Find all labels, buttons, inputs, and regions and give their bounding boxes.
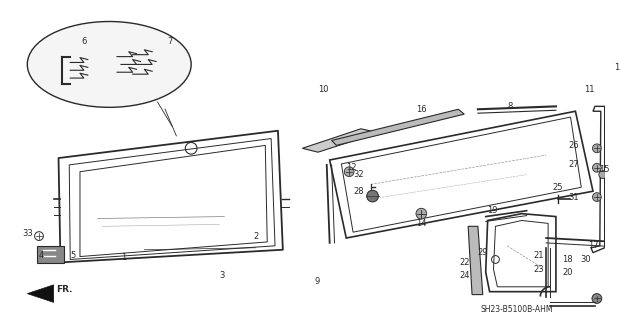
Text: 6: 6 bbox=[81, 36, 87, 45]
Text: 27: 27 bbox=[568, 160, 579, 169]
Circle shape bbox=[593, 144, 601, 153]
Text: 1: 1 bbox=[122, 253, 126, 262]
Text: 29: 29 bbox=[477, 248, 488, 257]
Text: 20: 20 bbox=[562, 268, 573, 277]
Text: 2: 2 bbox=[253, 232, 258, 241]
Text: 13: 13 bbox=[614, 63, 620, 72]
Text: 10: 10 bbox=[319, 85, 329, 94]
Text: 23: 23 bbox=[533, 265, 544, 274]
Ellipse shape bbox=[27, 21, 191, 107]
Text: 26: 26 bbox=[568, 141, 579, 150]
Text: 28: 28 bbox=[353, 187, 364, 196]
Text: SH23-B5100B-AHM: SH23-B5100B-AHM bbox=[480, 305, 553, 314]
Text: 9: 9 bbox=[314, 277, 319, 286]
Text: 4: 4 bbox=[38, 251, 43, 260]
Circle shape bbox=[416, 208, 427, 219]
Text: 24: 24 bbox=[459, 271, 469, 280]
Text: 19: 19 bbox=[487, 206, 498, 215]
FancyBboxPatch shape bbox=[37, 246, 64, 263]
Text: 7: 7 bbox=[167, 36, 172, 45]
Text: 25: 25 bbox=[552, 183, 563, 192]
Text: 3: 3 bbox=[219, 271, 225, 280]
Text: 17: 17 bbox=[588, 241, 598, 250]
Circle shape bbox=[366, 190, 378, 202]
Text: 15: 15 bbox=[600, 165, 610, 174]
Text: 8: 8 bbox=[507, 102, 513, 111]
Circle shape bbox=[344, 167, 354, 177]
Polygon shape bbox=[303, 129, 378, 152]
Circle shape bbox=[599, 171, 606, 179]
Text: 22: 22 bbox=[459, 258, 469, 267]
Circle shape bbox=[593, 193, 601, 202]
Polygon shape bbox=[332, 109, 464, 145]
Text: 16: 16 bbox=[416, 105, 427, 114]
Text: 21: 21 bbox=[533, 251, 544, 260]
Polygon shape bbox=[27, 285, 54, 302]
Text: FR.: FR. bbox=[56, 285, 73, 294]
Circle shape bbox=[592, 294, 602, 303]
Text: 14: 14 bbox=[416, 219, 427, 228]
Text: 12: 12 bbox=[346, 163, 356, 172]
Text: 30: 30 bbox=[580, 255, 590, 264]
Text: 5: 5 bbox=[71, 251, 76, 260]
Text: 11: 11 bbox=[584, 85, 595, 94]
Text: 18: 18 bbox=[562, 255, 573, 264]
Text: 33: 33 bbox=[22, 229, 33, 238]
Polygon shape bbox=[468, 226, 483, 295]
Text: 32: 32 bbox=[353, 170, 364, 179]
Circle shape bbox=[593, 164, 601, 172]
Text: 31: 31 bbox=[568, 193, 579, 202]
